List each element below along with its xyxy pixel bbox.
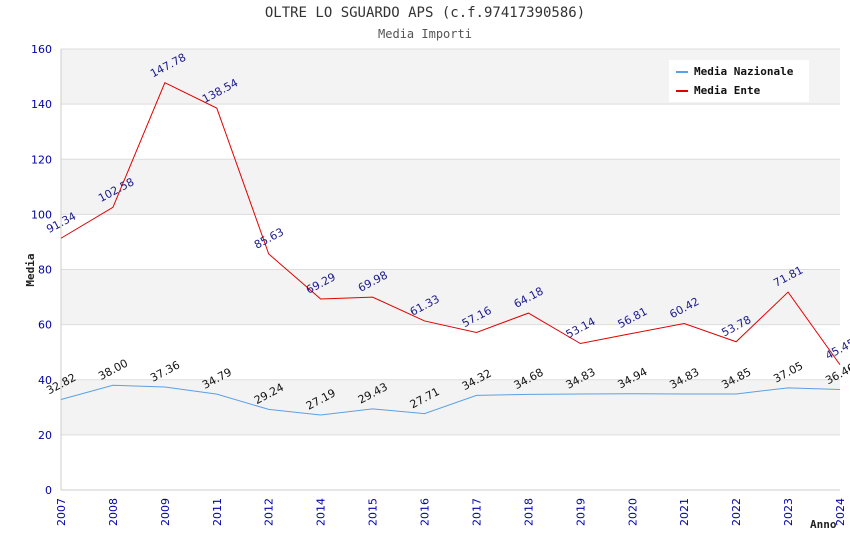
x-tick-label: 2022 [730,498,743,526]
legend: Media Nazionale Media Ente [669,60,809,102]
y-axis-title: Media [24,253,37,286]
plot-band [61,434,840,490]
x-tick-label: 2016 [419,498,432,526]
plot-band [61,379,840,435]
x-tick-label: 2021 [678,498,691,526]
x-tick-label: 2020 [626,498,639,526]
x-axis-title: Anno [810,518,837,531]
legend-label-ente: Media Ente [694,84,761,97]
y-tick-label: 120 [31,153,52,166]
x-tick-label: 2015 [367,498,380,526]
plot-band [61,159,840,215]
x-tick-label: 2012 [263,498,276,526]
grid-lines [61,48,840,491]
x-tick-label: 2024 [834,498,847,526]
x-tick-labels: 2007 2008 2009 2011 2012 2014 2015 2016 2017 2018… [55,498,847,526]
y-tick-label: 80 [38,264,52,277]
plot-band [61,269,840,325]
x-tick-label: 2017 [470,498,483,526]
y-tick-label: 100 [31,208,52,221]
x-tick-label: 2009 [159,498,172,526]
x-tick-label: 2014 [315,498,328,526]
y-tick-label: 0 [45,484,52,497]
x-tick-label: 2007 [55,498,68,526]
y-tick-label: 20 [38,429,52,442]
plot-band [61,324,840,380]
y-tick-label: 60 [38,319,52,332]
plot-band [61,104,840,160]
y-tick-label: 160 [31,43,52,56]
series-lines [60,81,841,416]
x-tick-label: 2023 [782,498,795,526]
x-tick-label: 2008 [107,498,120,526]
x-tick-label: 2011 [211,498,224,526]
x-tick-label: 2018 [522,498,535,526]
y-tick-labels: 0 20 40 60 80 100 120 140 160 [31,43,52,497]
chart-subtitle: Media Importi [378,27,472,41]
x-tick-label: 2019 [574,498,587,526]
chart-title: OLTRE LO SGUARDO APS (c.f.97417390586) [264,5,586,21]
y-tick-label: 40 [38,374,52,387]
plot-band [61,214,840,270]
series-line-nazionale [60,384,841,416]
legend-label-nazionale: Media Nazionale [694,65,794,78]
legend-box [669,60,809,102]
series-line-ente [60,81,841,366]
axes [60,49,840,491]
plot-bands [61,49,840,490]
y-tick-label: 140 [31,98,52,111]
